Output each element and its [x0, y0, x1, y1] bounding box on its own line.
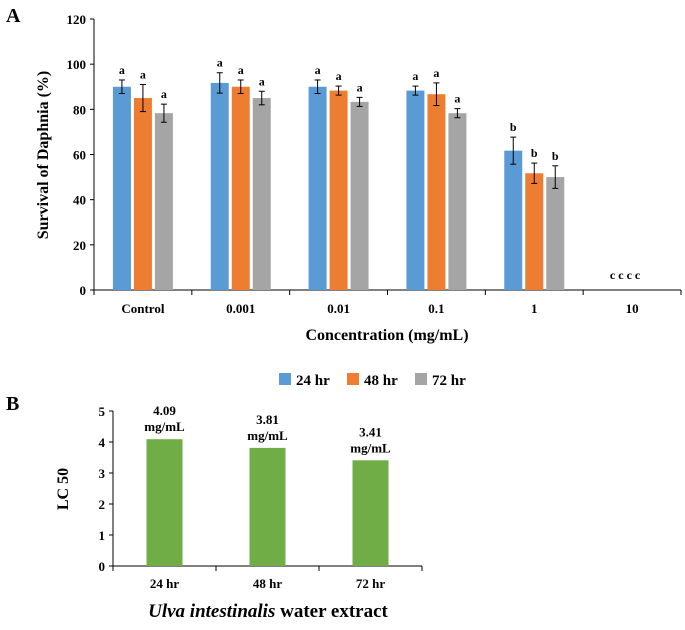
lc50-bar	[249, 447, 286, 566]
bar-48hr	[329, 90, 348, 290]
significance-label-24hr: b	[510, 120, 517, 134]
chart-b-y-tick-label: 3	[99, 466, 106, 481]
chart-a-y-tick-label: 120	[67, 12, 87, 27]
lc50-unit-label: mg/mL	[247, 428, 288, 443]
chart-b-category-label: 24 hr	[150, 576, 179, 591]
significance-label-72hr: a	[357, 80, 363, 94]
significance-label-72hr: a	[259, 74, 265, 88]
chart-b-y-tick-label: 2	[99, 497, 106, 512]
bar-24hr	[210, 82, 229, 291]
lc50-value-label: 3.41	[359, 424, 382, 439]
bar-48hr	[525, 173, 544, 290]
chart-b-y-tick-label: 5	[99, 404, 106, 419]
legend: 24 hr 48 hr 72 hr	[279, 373, 466, 389]
lc50-bar	[352, 460, 389, 566]
chart-a-category-label: 0.01	[327, 301, 350, 316]
chart-b-y-tick-label: 0	[99, 559, 106, 574]
legend-swatch-48hr	[347, 373, 359, 385]
significance-label-48hr: a	[140, 67, 146, 81]
chart-a-category-label: 10	[626, 301, 639, 316]
chart-a-y-tick-label: 20	[73, 238, 86, 253]
chart-a-y-axis-title: Survival of Daphnia (%)	[35, 71, 52, 239]
significance-label-24hr: a	[119, 63, 125, 77]
legend-swatch-24hr	[279, 373, 291, 385]
bar-48hr	[231, 86, 250, 290]
significance-label-24hr: a	[217, 56, 223, 70]
chart-b-y-tick-label: 1	[99, 528, 106, 543]
bar-72hr	[252, 98, 271, 291]
significance-label-72hr: b	[552, 149, 559, 163]
chart-b-category-label: 72 hr	[356, 576, 385, 591]
chart-a: 0 20 40 60 80 100 120 Control a a a 0.001 a a a 0.01 a a a…	[67, 12, 682, 316]
significance-label-24hr: a	[412, 69, 418, 83]
chart-a-category-label: 0.001	[226, 301, 255, 316]
bar-24hr	[504, 150, 523, 290]
bar-24hr	[406, 90, 425, 290]
lc50-unit-label: mg/mL	[350, 440, 391, 455]
chart-a-y-tick-label: 80	[73, 102, 86, 117]
chart-b-x-axis-title-species: Ulva intestinalis	[148, 601, 275, 622]
panel-b-label: B	[6, 393, 19, 415]
lc50-value-label: 3.81	[256, 412, 279, 427]
chart-a-category-label: 0.1	[428, 301, 444, 316]
bar-72hr	[154, 113, 173, 290]
bar-24hr	[308, 86, 327, 290]
bar-48hr	[133, 98, 152, 291]
chart-a-y-tick-label: 100	[67, 57, 87, 72]
chart-b-category-label: 48 hr	[253, 576, 282, 591]
legend-swatch-72hr	[415, 373, 427, 385]
chart-a-x-axis-title: Concentration (mg/mL)	[305, 327, 468, 344]
bar-24hr	[112, 86, 131, 290]
legend-label-72hr: 72 hr	[432, 373, 466, 389]
legend-label-48hr: 48 hr	[364, 373, 398, 389]
chart-a-y-tick-label: 0	[80, 283, 87, 298]
significance-label-24hr: a	[315, 63, 321, 77]
bar-72hr	[350, 101, 369, 291]
chart-b-x-axis-title: Ulva intestinalis water extract	[148, 601, 388, 622]
chart-a-y-tick-label: 40	[73, 193, 86, 208]
chart-b-y-axis-title: LC 50	[55, 468, 72, 510]
chart-a-y-tick-label: 60	[73, 148, 86, 163]
significance-label-72hr: a	[161, 87, 167, 101]
significance-label-48hr: b	[531, 146, 538, 160]
significance-label-72hr: a	[454, 92, 460, 106]
chart-a-category-label: 1	[531, 301, 538, 316]
lc50-bar	[146, 439, 183, 566]
bar-48hr	[427, 94, 446, 290]
panel-a-label: A	[6, 5, 21, 27]
significance-label-48hr: a	[336, 69, 342, 83]
chart-a-category-label: Control	[121, 301, 164, 316]
significance-label-48hr: a	[433, 66, 439, 80]
chart-b-y-tick-label: 4	[99, 435, 106, 450]
lc50-value-label: 4.09	[153, 403, 176, 418]
bar-72hr	[546, 177, 565, 290]
legend-label-24hr: 24 hr	[296, 373, 330, 389]
bar-72hr	[448, 113, 467, 290]
chart-b-x-axis-title-rest: water extract	[275, 601, 388, 622]
significance-label-48hr: a	[238, 63, 244, 77]
lc50-unit-label: mg/mL	[144, 419, 185, 434]
significance-label-concentration-10: c c c c	[610, 268, 641, 282]
